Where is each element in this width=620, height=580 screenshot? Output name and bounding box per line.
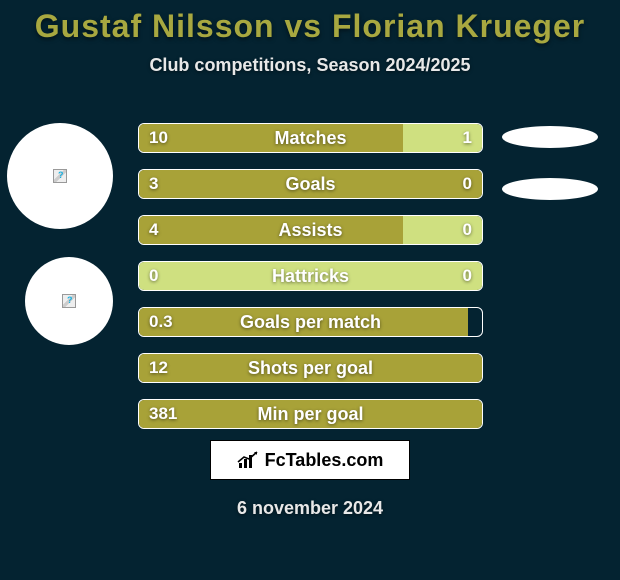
player1-bar bbox=[139, 400, 482, 428]
stat-row: Min per goal381 bbox=[138, 399, 483, 429]
player2-avatar bbox=[25, 257, 113, 345]
player2-bar bbox=[139, 262, 482, 290]
player1-bar bbox=[139, 124, 403, 152]
player1-avatar bbox=[7, 123, 113, 229]
stat-row: Shots per goal12 bbox=[138, 353, 483, 383]
page-subtitle: Club competitions, Season 2024/2025 bbox=[0, 55, 620, 76]
player2-bar bbox=[403, 216, 482, 244]
stat-row: Goals30 bbox=[138, 169, 483, 199]
placeholder-icon bbox=[62, 294, 76, 308]
player1-bar bbox=[139, 170, 482, 198]
player1-bar bbox=[139, 308, 468, 336]
player1-bar bbox=[139, 216, 403, 244]
stat-row: Matches101 bbox=[138, 123, 483, 153]
side-ellipse-1 bbox=[502, 126, 598, 148]
stat-row: Hattricks00 bbox=[138, 261, 483, 291]
chart-icon bbox=[237, 451, 259, 469]
page-title: Gustaf Nilsson vs Florian Krueger bbox=[0, 0, 620, 45]
player1-bar bbox=[139, 354, 482, 382]
player2-bar bbox=[403, 124, 482, 152]
stat-row: Assists40 bbox=[138, 215, 483, 245]
branding-text: FcTables.com bbox=[265, 450, 384, 471]
placeholder-icon bbox=[53, 169, 67, 183]
comparison-rows: Matches101 Goals30 Assists40 Hattricks00 Goa… bbox=[138, 123, 483, 445]
branding-badge: FcTables.com bbox=[210, 440, 410, 480]
date-label: 6 november 2024 bbox=[0, 498, 620, 519]
side-ellipse-2 bbox=[502, 178, 598, 200]
stat-row: Goals per match0.3 bbox=[138, 307, 483, 337]
